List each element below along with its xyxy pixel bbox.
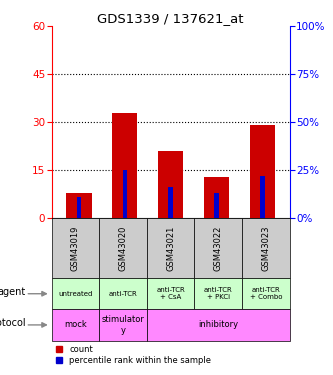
Bar [168,188,173,218]
Bar [204,177,229,218]
FancyBboxPatch shape [194,278,242,309]
Bar [123,170,127,218]
FancyBboxPatch shape [147,278,194,309]
Text: GSM43021: GSM43021 [166,225,175,271]
FancyBboxPatch shape [99,218,147,278]
Text: GSM43019: GSM43019 [71,225,80,271]
Text: anti-TCR
+ CsA: anti-TCR + CsA [156,287,185,300]
Text: stimulator
y: stimulator y [102,315,145,334]
Text: GSM43022: GSM43022 [214,225,223,271]
Bar [250,125,275,218]
Text: GSM43020: GSM43020 [119,225,128,271]
Text: anti-TCR: anti-TCR [109,291,138,297]
FancyBboxPatch shape [147,309,290,340]
Bar [158,151,183,218]
Legend: count, percentile rank within the sample: count, percentile rank within the sample [53,341,214,369]
Bar [67,193,92,218]
FancyBboxPatch shape [242,218,290,278]
Bar [260,176,264,218]
Text: anti-TCR
+ Combo: anti-TCR + Combo [250,287,282,300]
Text: inhibitory: inhibitory [198,320,238,329]
Title: GDS1339 / 137621_at: GDS1339 / 137621_at [98,12,244,25]
FancyBboxPatch shape [194,218,242,278]
Bar [112,112,138,218]
Text: GSM43023: GSM43023 [261,225,270,271]
FancyBboxPatch shape [99,278,147,309]
Text: agent: agent [0,287,25,297]
FancyBboxPatch shape [99,309,147,340]
FancyBboxPatch shape [52,218,99,278]
FancyBboxPatch shape [52,278,99,309]
Bar [77,197,81,218]
Text: anti-TCR
+ PKCi: anti-TCR + PKCi [204,287,233,300]
FancyBboxPatch shape [242,278,290,309]
FancyBboxPatch shape [52,309,99,340]
Text: untreated: untreated [58,291,93,297]
Text: protocol: protocol [0,318,25,328]
Bar [214,193,219,218]
Text: mock: mock [64,320,87,329]
FancyBboxPatch shape [147,218,194,278]
